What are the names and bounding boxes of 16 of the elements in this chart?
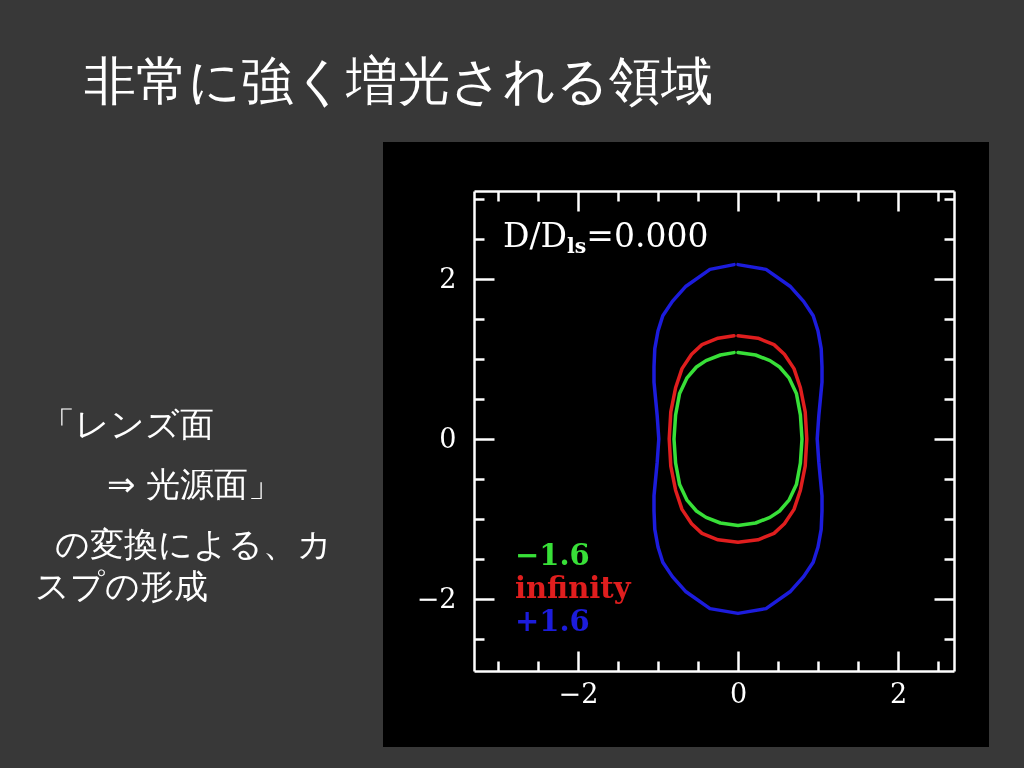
text: 「レンズ面 ⇒ 光源面」 (40, 403, 284, 505)
annotation: D/D$_{ls}$=0.000 (503, 216, 709, 261)
y-tick-label: 2 (439, 262, 457, 294)
chart-title: 非常に強く増光される領域 (84, 50, 713, 113)
x-tick-label: 2 (889, 677, 908, 709)
line-series (652, 262, 824, 616)
x-tick-label: 0 (729, 677, 748, 709)
text: +1.6 (515, 604, 590, 638)
text: の変換による、カスプの形成 (35, 523, 333, 607)
x-tick-label: −2 (558, 677, 599, 709)
line-series (667, 334, 809, 544)
line-series (672, 350, 804, 528)
y-tick-label: −2 (416, 582, 457, 614)
y-tick-label: 0 (439, 422, 457, 454)
text: −1.6 (515, 538, 590, 572)
text: infinity (515, 571, 632, 605)
